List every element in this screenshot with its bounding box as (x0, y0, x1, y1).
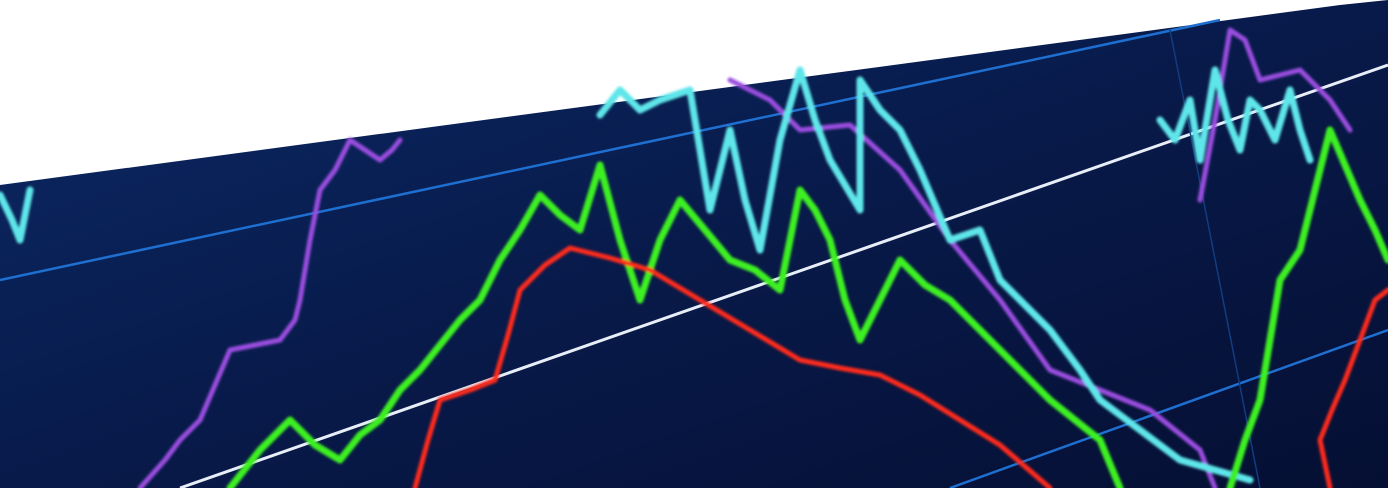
green-trace (1226, 126, 1388, 488)
purple-trace (727, 77, 1218, 488)
purple-trace (137, 137, 403, 488)
green-trace (226, 161, 1124, 488)
cyan-trace (1156, 66, 1314, 164)
grid-line (0, 18, 1221, 282)
red-trace (412, 245, 1053, 488)
traces (0, 27, 1388, 488)
cyan-trace (596, 66, 1254, 484)
cyan-trace (0, 186, 34, 244)
red-trace (1317, 287, 1388, 488)
